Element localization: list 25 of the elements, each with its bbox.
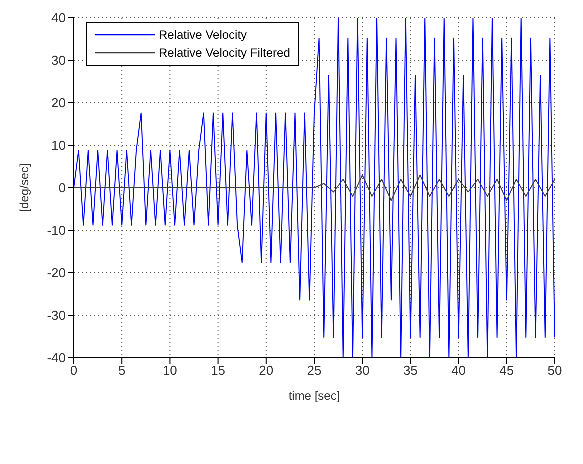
y-tick-label: -10 (47, 223, 66, 238)
y-tick-label: -20 (47, 266, 66, 281)
x-axis-title: time [sec] (288, 389, 340, 403)
y-tick-label: 0 (58, 180, 66, 196)
x-tick-label: 45 (500, 363, 514, 378)
y-tick-label: -40 (47, 350, 66, 366)
x-tick-label: 10 (162, 363, 178, 378)
x-tick-label: 20 (259, 363, 274, 378)
x-tick-label: 0 (70, 363, 78, 378)
x-tick-label: 35 (403, 363, 418, 378)
y-tick-label: 10 (52, 138, 66, 154)
line-series (74, 174, 555, 202)
x-tick-label: 30 (355, 363, 370, 378)
legend-label: Relative Velocity (159, 27, 248, 44)
legend-label: Relative Velocity Filtered (159, 45, 290, 62)
y-tick-label: -30 (47, 308, 66, 324)
x-tick-label: 50 (548, 363, 562, 378)
x-tick-label: 40 (452, 363, 466, 378)
y-tick-label: 40 (52, 10, 66, 26)
y-tick-label: 30 (52, 53, 66, 68)
x-tick-label: 25 (307, 363, 322, 378)
y-axis-title: [deg/sec] (17, 164, 32, 212)
x-tick-label: 5 (118, 363, 126, 378)
x-tick-label: 15 (211, 363, 226, 378)
y-tick-label: 20 (52, 96, 66, 111)
